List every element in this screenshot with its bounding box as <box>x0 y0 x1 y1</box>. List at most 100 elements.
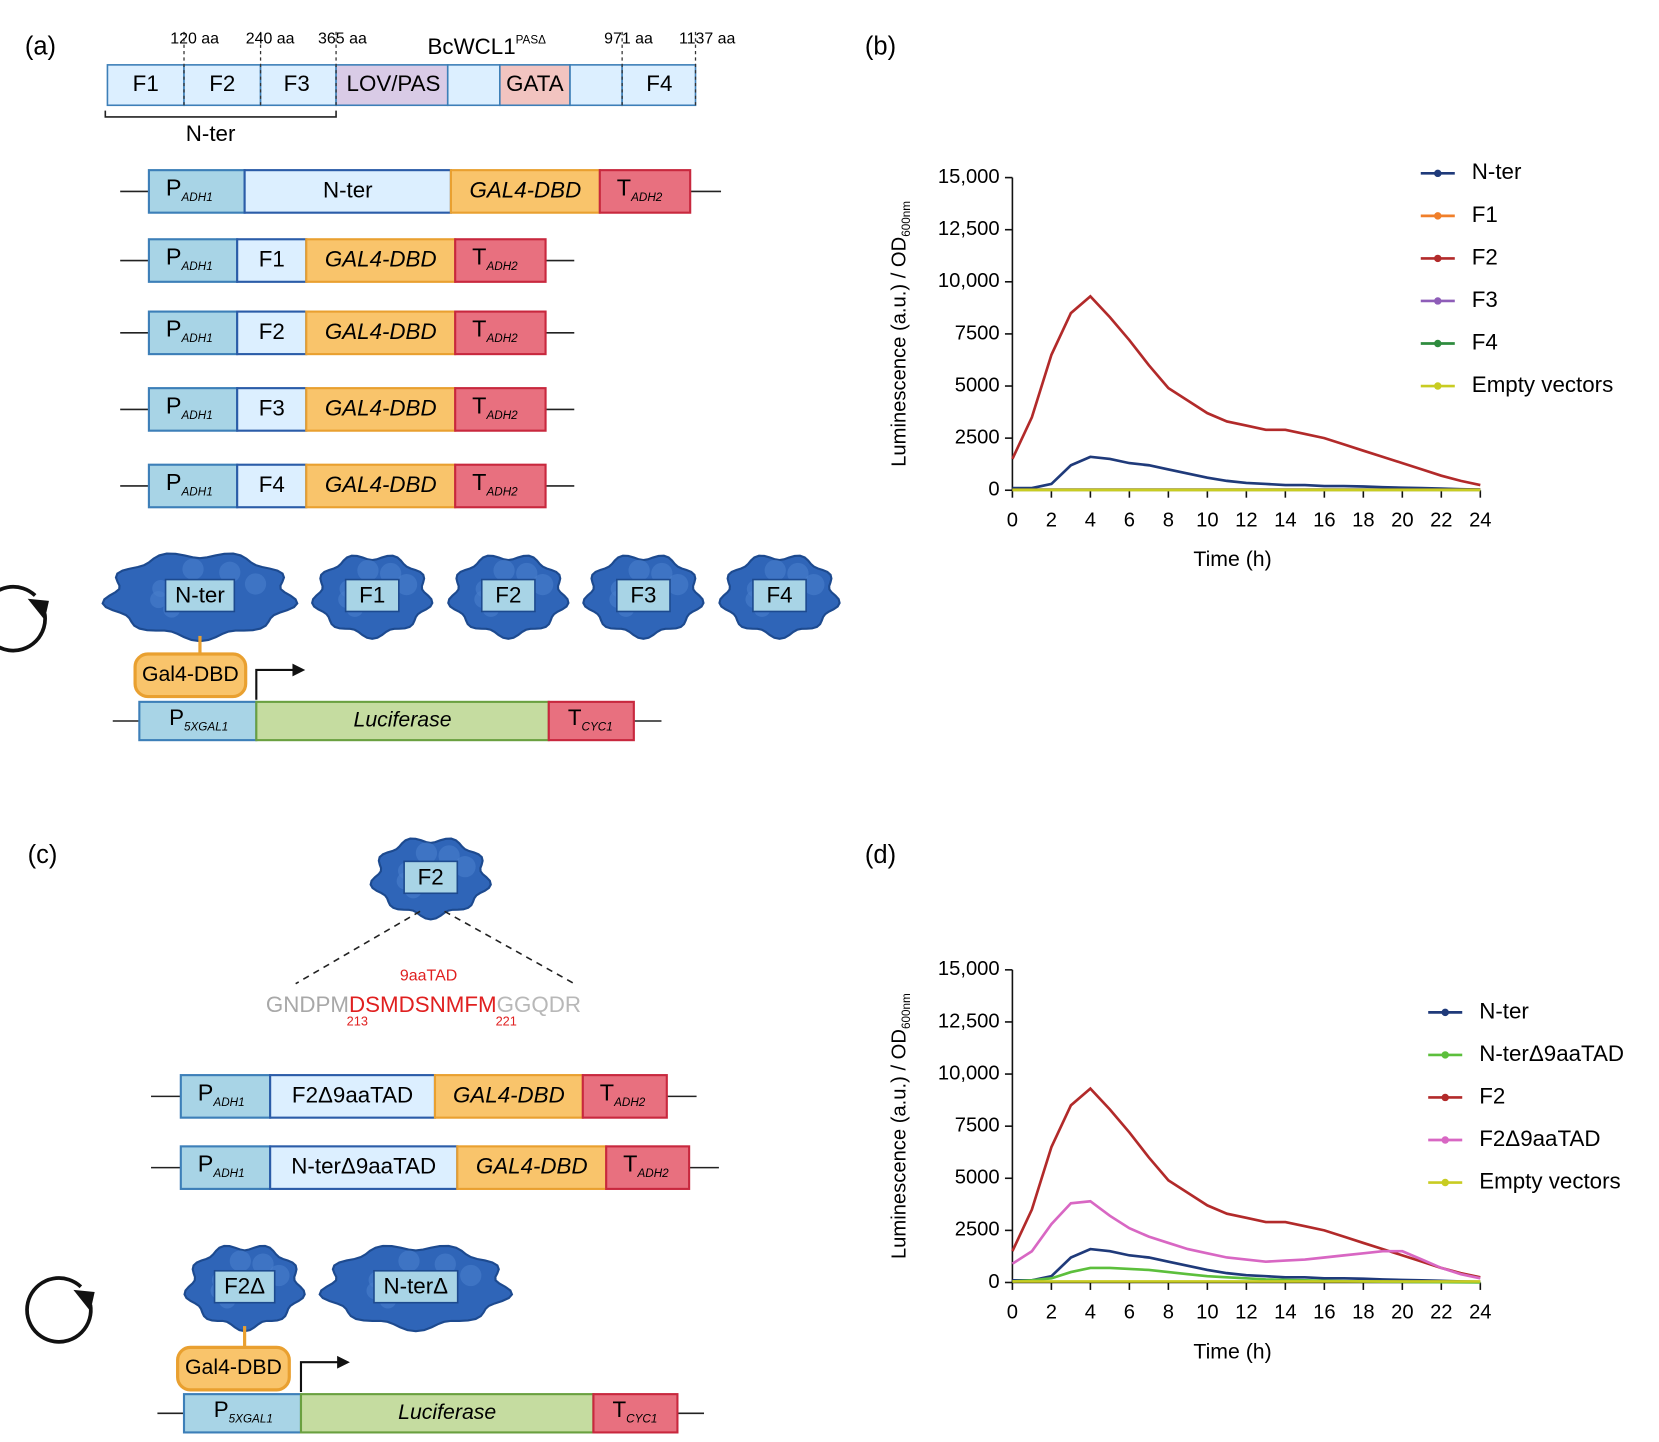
text-part: CYC1 <box>582 720 613 733</box>
insert <box>243 169 452 214</box>
terminator <box>598 169 692 214</box>
protein-texture <box>532 573 554 596</box>
text-part: T <box>472 392 486 418</box>
legend-marker <box>1434 169 1442 178</box>
y-axis-label: Luminescence (a.u.) / OD600nm <box>889 201 913 467</box>
terminator-label: TADH2 <box>472 316 518 345</box>
promoter-label: PADH1 <box>166 469 213 498</box>
protein-texture <box>357 559 379 582</box>
promoter-label: PADH1 <box>198 1151 245 1180</box>
zoom-line <box>444 910 575 985</box>
zoom-line <box>295 910 421 985</box>
x-tick-label: 20 <box>1391 1302 1413 1324</box>
y-tick-label: 15,000 <box>938 166 1000 188</box>
promoter-label: PADH1 <box>166 174 213 203</box>
series-line <box>1011 294 1481 487</box>
text-part: ADH1 <box>181 409 213 422</box>
dbd <box>456 1145 608 1190</box>
bracket-label: N-ter <box>186 121 236 146</box>
legend-marker <box>1434 339 1442 348</box>
bracket <box>104 110 337 118</box>
legend-label: N-ter <box>1472 159 1522 184</box>
y-tick-label: 0 <box>988 1271 999 1293</box>
terminator-label: TADH2 <box>472 392 518 421</box>
residue-number: 213 <box>347 1013 368 1028</box>
x-tick-label: 2 <box>1046 1302 1057 1324</box>
protein-texture <box>667 573 689 596</box>
panel-label: (d) <box>865 841 896 869</box>
legend-marker <box>1434 212 1442 220</box>
terminator <box>454 387 547 432</box>
text-part: 600nm <box>900 201 913 237</box>
legend-marker <box>1441 1136 1449 1144</box>
promoter <box>182 1393 303 1434</box>
x-tick-label: 22 <box>1430 1302 1452 1324</box>
y-tick-label: 7500 <box>955 322 1000 344</box>
insert-label: F1 <box>259 246 285 271</box>
text-part: T <box>600 1079 614 1105</box>
domain-title: BcWCL1PASΔ <box>428 34 547 59</box>
gene-label: Luciferase <box>354 708 452 732</box>
x-tick-label: 0 <box>1007 1302 1018 1324</box>
protein-texture <box>415 842 438 864</box>
legend-marker <box>1441 1051 1449 1059</box>
text-part: T <box>613 1397 627 1422</box>
terminator <box>581 1074 668 1119</box>
tss-arrow <box>299 1361 340 1393</box>
x-tick-label: 8 <box>1163 1302 1174 1324</box>
terminator <box>454 238 547 283</box>
protein-label: F2Δ <box>224 1274 265 1299</box>
position-label: 365 aa <box>318 31 367 48</box>
text-part: 5XGAL1 <box>184 720 228 733</box>
gal4-dbd <box>176 1345 291 1392</box>
dbd-label: GAL4-DBD <box>325 472 437 497</box>
text-part: ADH2 <box>485 485 518 498</box>
dbd-label: GAL4-DBD <box>325 246 437 271</box>
tss-arrow <box>255 668 295 700</box>
y-tick-label: 12,500 <box>938 218 1000 240</box>
x-tick-label: 24 <box>1469 509 1491 531</box>
text-part: Luminescence (a.u.) / OD <box>889 237 911 467</box>
dbd <box>433 1074 584 1119</box>
protein-label: N-ter <box>175 582 225 607</box>
y-axis-label: Luminescence (a.u.) / OD600nm <box>889 993 913 1259</box>
series-line <box>1012 455 1481 491</box>
text-part: ADH1 <box>212 1167 244 1180</box>
insert <box>236 463 308 509</box>
text-part: ADH2 <box>485 409 518 422</box>
protein-texture <box>493 559 515 582</box>
text-part: ADH2 <box>636 1167 669 1180</box>
protein-label-box <box>373 1269 459 1304</box>
protein-texture <box>460 1264 482 1287</box>
y-tick-label: 0 <box>988 479 999 501</box>
insert <box>236 310 308 356</box>
dbd-label: GAL4-DBD <box>325 319 437 344</box>
text-part: ADH1 <box>181 485 213 498</box>
dbd-label: GAL4-DBD <box>325 395 437 420</box>
y-tick-label: 10,000 <box>938 1062 1000 1084</box>
panel-label: (c) <box>28 841 58 869</box>
x-tick-label: 6 <box>1124 1302 1135 1324</box>
segment-label: LOV/PAS <box>347 71 441 96</box>
text-part: T <box>623 1151 637 1177</box>
insert-label: F4 <box>259 472 285 497</box>
insert-label: N-ter <box>323 177 373 202</box>
terminator-label: TADH2 <box>617 174 663 203</box>
promoter-label: PADH1 <box>166 316 213 345</box>
protein-label-box <box>616 578 671 613</box>
terminator-label: TCYC1 <box>613 1397 658 1426</box>
text-part: ADH2 <box>485 332 518 345</box>
x-tick-label: 8 <box>1163 509 1174 531</box>
legend-marker <box>1434 382 1442 390</box>
segment-label: F3 <box>284 71 310 96</box>
promoter-label: P5XGAL1 <box>214 1397 273 1426</box>
promoter-label: PADH1 <box>166 392 213 421</box>
text-part: P <box>169 705 184 730</box>
protein-label-box <box>752 578 807 613</box>
insert-label: F2 <box>259 319 285 344</box>
position-label: 120 aa <box>170 31 219 48</box>
position-label: 1137 aa <box>679 31 736 48</box>
protein-texture <box>628 559 650 582</box>
terminator <box>592 1393 679 1434</box>
